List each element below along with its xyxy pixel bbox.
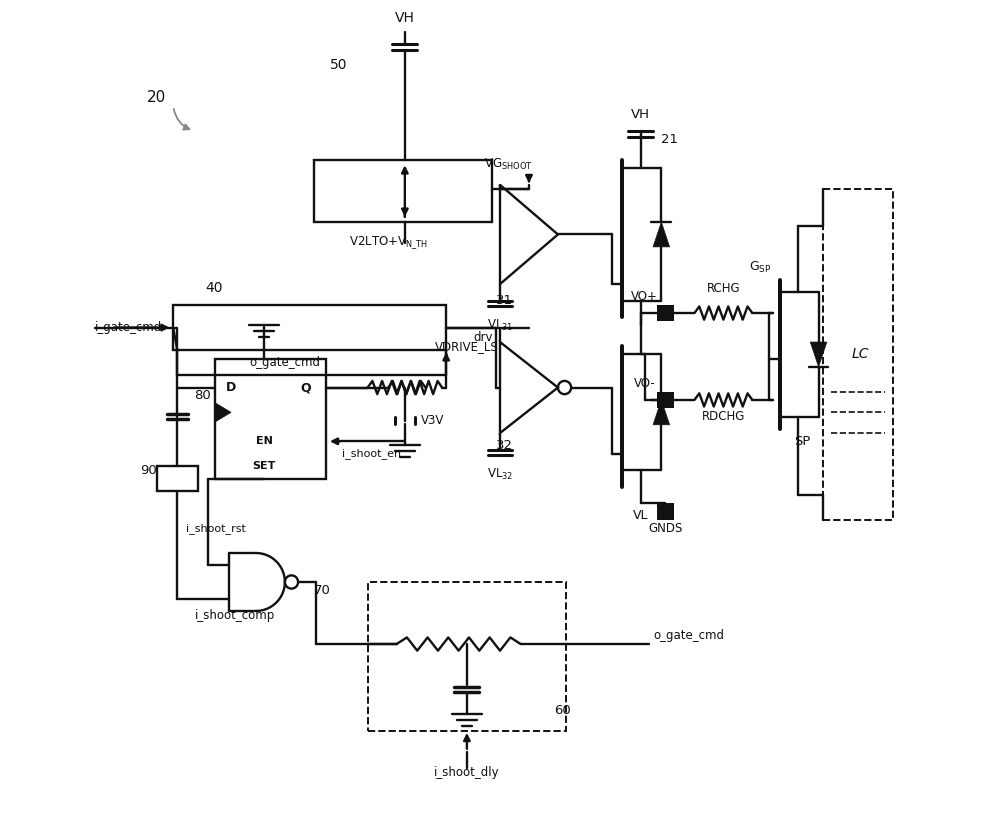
Text: EN: EN [256, 436, 273, 446]
Text: V3V: V3V [421, 414, 445, 427]
Text: i_shoot_dly: i_shoot_dly [434, 766, 500, 779]
Text: VDRIVE_LS: VDRIVE_LS [435, 340, 499, 352]
Text: VL: VL [633, 509, 648, 522]
Polygon shape [810, 342, 827, 367]
Text: 80: 80 [194, 389, 211, 402]
Bar [657, 503, 674, 520]
Text: VL$_{32}$: VL$_{32}$ [487, 466, 513, 482]
Polygon shape [653, 222, 670, 247]
Bar [173, 305, 446, 351]
Text: VL$_{31}$: VL$_{31}$ [487, 318, 513, 333]
Text: VH: VH [395, 11, 415, 25]
Text: i_shoot_comp: i_shoot_comp [195, 609, 275, 621]
Text: 21: 21 [661, 132, 678, 146]
Bar [657, 305, 674, 322]
Text: VH: VH [631, 108, 650, 121]
Bar [157, 466, 198, 491]
Text: o_gate_cmd: o_gate_cmd [653, 629, 724, 642]
Text: V2LTO+V$_{\mathregular{N\_TH}}$: V2LTO+V$_{\mathregular{N\_TH}}$ [349, 234, 428, 251]
Polygon shape [215, 402, 231, 422]
Text: 40: 40 [206, 282, 223, 295]
Bar [823, 189, 893, 520]
Text: VG$_{\mathregular{SHOOT}}$: VG$_{\mathregular{SHOOT}}$ [484, 157, 533, 172]
Text: 31: 31 [496, 294, 513, 307]
Text: D: D [226, 381, 236, 394]
Text: Q: Q [300, 381, 311, 394]
Text: 32: 32 [496, 439, 513, 452]
Text: 20: 20 [147, 91, 166, 106]
Text: GNDS: GNDS [648, 521, 683, 535]
Text: i_gate_cmd: i_gate_cmd [95, 321, 162, 334]
Bar [314, 160, 492, 222]
Text: 60: 60 [554, 704, 570, 716]
Text: VO+: VO+ [631, 290, 658, 303]
Text: SP: SP [794, 435, 810, 448]
Bar [368, 582, 566, 731]
Bar [215, 358, 326, 478]
Text: 50: 50 [330, 57, 347, 72]
Text: VO-: VO- [634, 377, 656, 390]
Text: 90: 90 [140, 464, 157, 476]
Text: 70: 70 [314, 584, 331, 596]
Text: LC: LC [851, 347, 869, 362]
Text: RCHG: RCHG [707, 282, 740, 295]
Text: i_shoot_rst: i_shoot_rst [186, 523, 245, 534]
Text: drv: drv [474, 332, 493, 344]
Text: i_shoot_en: i_shoot_en [342, 448, 401, 459]
Text: o_gate_cmd: o_gate_cmd [249, 357, 320, 369]
Polygon shape [653, 400, 670, 425]
Text: RDCHG: RDCHG [702, 410, 745, 423]
Bar [657, 392, 674, 408]
Text: SET: SET [252, 461, 276, 471]
Text: G$_{\mathregular{SP}}$: G$_{\mathregular{SP}}$ [749, 260, 772, 275]
